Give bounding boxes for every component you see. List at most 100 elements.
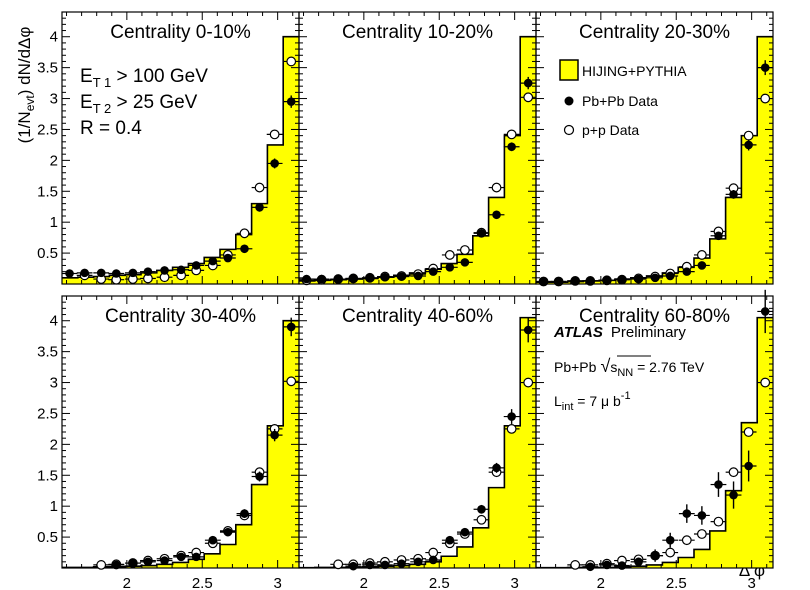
pp-point xyxy=(523,92,534,103)
pbpb-point xyxy=(223,527,233,537)
y-axis-label-sub: evt xyxy=(23,95,37,112)
pbpb-point xyxy=(333,274,343,284)
pbpb-point xyxy=(240,244,249,254)
panel-title: Centrality 20-30% xyxy=(579,22,730,43)
et2-cut: ET 2 > 25 GeV xyxy=(80,92,198,116)
pbpb-point xyxy=(208,535,218,545)
pbpb-point xyxy=(160,266,169,275)
pbpb-point xyxy=(760,307,770,316)
panel-5: 2 2.5 3 Centrality 40-60% xyxy=(298,295,537,590)
pbpb-point xyxy=(445,263,455,272)
pp-point xyxy=(760,93,771,104)
pp-point xyxy=(506,129,517,140)
pbpb-point xyxy=(665,271,675,281)
pbpb-point xyxy=(477,504,486,514)
pbpb-point xyxy=(96,268,106,278)
pbpb-point xyxy=(176,552,186,562)
y-tick-label: 3.5 xyxy=(37,344,58,361)
pbpb-point xyxy=(348,274,358,283)
pbpb-point xyxy=(428,267,438,276)
pbpb-point xyxy=(585,276,595,286)
pbpb-point xyxy=(682,509,692,518)
pbpb-point xyxy=(302,274,311,284)
et1-cut: ET 1 > 100 GeV xyxy=(80,66,208,90)
pp-point xyxy=(96,560,107,570)
y-tick-label: 1.5 xyxy=(37,467,58,484)
kinematic-info: ET 1 > 100 GeV ET 2 > 25 GeV R = 0.4 xyxy=(80,66,208,139)
pbpb-point xyxy=(523,78,533,88)
pp-point xyxy=(506,424,517,434)
panels-group: 0.5 1 1.5 2 2.5 3 3.5 4 Centrality 0-10% Centrali… xyxy=(37,11,774,590)
pbpb-point xyxy=(744,140,753,150)
pp-point xyxy=(459,245,470,255)
panel-title: Centrality 0-10% xyxy=(110,22,251,43)
y-tick-label: 3 xyxy=(50,91,58,108)
pbpb-point xyxy=(80,268,89,278)
legend-pbpb-label: Pb+Pb Data xyxy=(582,93,658,109)
pbpb-point xyxy=(65,269,74,278)
y-tick-label: 1 xyxy=(50,214,58,231)
pbpb-point xyxy=(286,97,296,106)
pp-point xyxy=(760,377,771,388)
y-tick-label: 3.5 xyxy=(37,60,58,77)
y-tick-label: 3 xyxy=(50,375,58,392)
hijing-fill xyxy=(62,36,299,285)
panel-title: Centrality 40-60% xyxy=(342,306,493,327)
pbpb-point xyxy=(507,412,516,421)
y-tick-label: 1.5 xyxy=(37,183,58,200)
pbpb-point xyxy=(445,535,455,545)
legend-pbpb-marker xyxy=(564,96,574,106)
pp-point xyxy=(428,547,439,558)
pbpb-point xyxy=(380,560,390,570)
pp-point xyxy=(665,547,676,558)
pbpb-point xyxy=(176,265,186,275)
panel-6: 2 2.5 3 Centrality 60-80% xyxy=(535,289,774,590)
panel-1: 0.5 1 1.5 2 2.5 3 3.5 4 Centrality 0-10% xyxy=(37,11,300,285)
luminosity: Lint = 7 μ b-1 xyxy=(554,390,631,413)
pbpb-point xyxy=(365,560,375,570)
legend-hijing-label: HIJING+PYTHIA xyxy=(582,63,687,79)
x-tick-label: 3 xyxy=(510,575,518,590)
pbpb-point xyxy=(365,273,375,283)
pbpb-point xyxy=(208,256,218,266)
pbpb-point xyxy=(160,556,169,565)
panel-title: Centrality 30-40% xyxy=(105,306,256,327)
pbpb-point xyxy=(270,430,279,440)
hijing-fill xyxy=(536,317,773,568)
pbpb-point xyxy=(143,267,153,276)
pbpb-point xyxy=(507,142,516,152)
pbpb-point xyxy=(240,509,249,518)
pbpb-point xyxy=(617,561,627,570)
legend-hijing-swatch xyxy=(559,59,579,81)
pbpb-point xyxy=(492,210,501,220)
legend-pp-label: p+p Data xyxy=(582,122,639,138)
hijing-fill xyxy=(299,317,536,568)
y-tick-label: 2 xyxy=(50,152,58,169)
pbpb-point xyxy=(760,63,770,72)
panel-3: Centrality 20-30% xyxy=(535,11,774,287)
pbpb-point xyxy=(191,261,201,270)
y-tick-label: 1 xyxy=(50,498,58,515)
pbpb-point xyxy=(682,267,692,276)
pbpb-point xyxy=(650,273,660,283)
pbpb-point xyxy=(523,325,533,335)
pbpb-point xyxy=(317,274,326,284)
pbpb-point xyxy=(255,472,264,481)
pbpb-point xyxy=(634,557,643,567)
pbpb-point xyxy=(477,229,486,238)
pp-point xyxy=(743,130,754,141)
atlas-label: ATLAS Preliminary xyxy=(553,324,686,341)
pp-point xyxy=(696,250,707,260)
pbpb-point xyxy=(460,527,470,537)
pbpb-point xyxy=(270,159,279,168)
pbpb-point xyxy=(397,272,406,281)
pbpb-point xyxy=(570,276,580,286)
pbpb-point xyxy=(602,275,612,285)
pbpb-point xyxy=(223,253,233,263)
pbpb-point xyxy=(428,555,438,565)
pbpb-point xyxy=(380,272,390,282)
pp-point xyxy=(254,182,265,193)
pbpb-point xyxy=(585,562,595,572)
pbpb-point xyxy=(492,463,501,473)
